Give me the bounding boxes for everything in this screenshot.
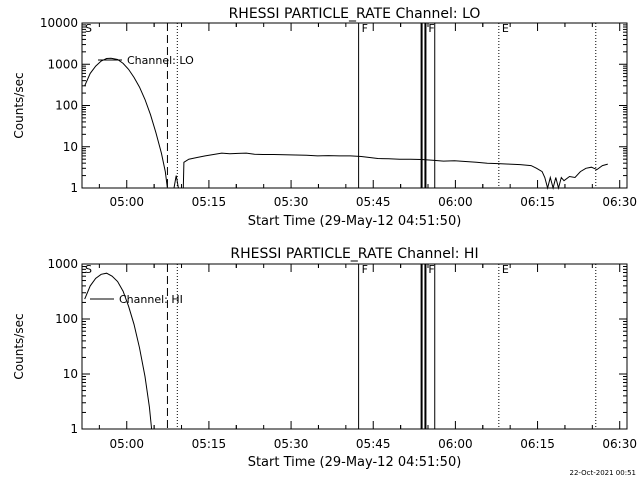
x-tick-label: 06:30 bbox=[602, 195, 637, 209]
y-tick-label: 1000 bbox=[47, 257, 78, 271]
x-tick-label: 06:00 bbox=[438, 437, 473, 451]
y-tick-label: 10 bbox=[63, 140, 78, 154]
x-tick-label: 05:45 bbox=[356, 195, 391, 209]
y-axis-label: Counts/sec bbox=[12, 72, 26, 138]
y-tick-label: 10 bbox=[63, 367, 78, 381]
x-tick-label: 06:15 bbox=[520, 195, 555, 209]
chart-panel-hi: RHESSI PARTICLE_RATE Channel: HI Start Ti… bbox=[12, 246, 637, 470]
x-tick-label: 05:00 bbox=[109, 195, 144, 209]
series-line-channel-lo bbox=[84, 57, 168, 189]
x-tick-label: 06:30 bbox=[602, 437, 637, 451]
event-marker-f: F bbox=[428, 22, 434, 35]
y-tick-label: 10000 bbox=[40, 16, 78, 30]
series-line-channel-hi bbox=[84, 272, 153, 430]
x-tick-label: 05:15 bbox=[192, 195, 227, 209]
x-axis-label: Start Time (29-May-12 04:51:50) bbox=[248, 455, 462, 470]
x-tick-label: 05:15 bbox=[192, 437, 227, 451]
y-tick-label: 1000 bbox=[47, 57, 78, 71]
footer-timestamp: 22-Oct-2021 00:51 bbox=[570, 469, 636, 477]
x-tick-label: 06:15 bbox=[520, 437, 555, 451]
series-line-channel-lo bbox=[173, 175, 179, 189]
event-marker-f: F bbox=[362, 22, 368, 35]
event-marker-f: F bbox=[362, 263, 368, 276]
event-marker-e: E bbox=[502, 22, 509, 35]
y-axis-label: Counts/sec bbox=[12, 313, 26, 379]
x-tick-label: 05:30 bbox=[274, 195, 309, 209]
event-marker-s: S bbox=[85, 22, 92, 35]
event-marker-s: S bbox=[85, 263, 92, 276]
event-marker-f: F bbox=[428, 263, 434, 276]
chart-title: RHESSI PARTICLE_RATE Channel: LO bbox=[229, 6, 481, 22]
chart-title: RHESSI PARTICLE_RATE Channel: HI bbox=[230, 246, 478, 262]
y-tick-label: 100 bbox=[55, 99, 78, 113]
legend-label: Channel: LO bbox=[127, 54, 194, 67]
x-tick-label: 05:00 bbox=[109, 437, 144, 451]
y-tick-label: 1 bbox=[70, 422, 78, 436]
series-line-channel-lo bbox=[182, 152, 608, 190]
x-tick-label: 06:00 bbox=[438, 195, 473, 209]
event-marker-e: E bbox=[502, 263, 509, 276]
y-tick-label: 100 bbox=[55, 312, 78, 326]
chart-panel-lo: RHESSI PARTICLE_RATE Channel: LO Start Ti… bbox=[12, 6, 637, 229]
x-axis-label: Start Time (29-May-12 04:51:50) bbox=[248, 214, 462, 229]
x-tick-label: 05:30 bbox=[274, 437, 309, 451]
plot-frame bbox=[81, 263, 628, 430]
y-tick-label: 1 bbox=[70, 181, 78, 195]
x-tick-label: 05:45 bbox=[356, 437, 391, 451]
legend-label: Channel: HI bbox=[119, 293, 183, 306]
